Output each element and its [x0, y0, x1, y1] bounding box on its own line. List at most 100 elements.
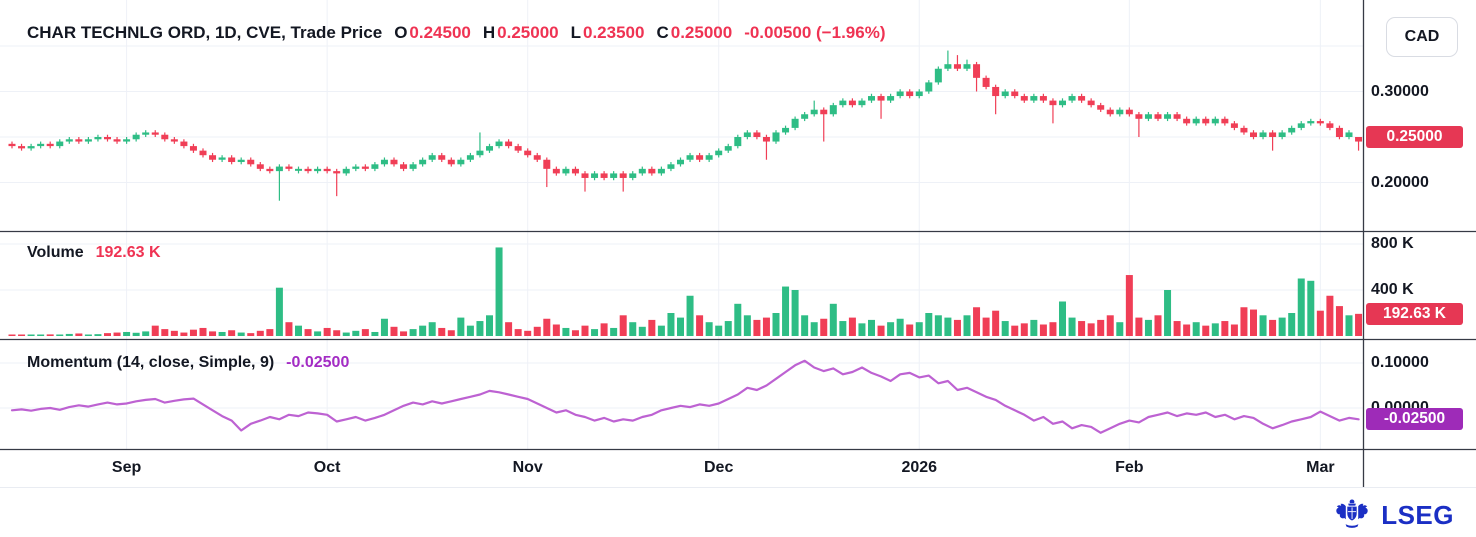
candle-body: [1240, 127, 1248, 133]
candle-body: [1116, 109, 1124, 115]
volume-bar: [1154, 315, 1162, 336]
candle-body: [113, 139, 121, 142]
candle-body: [1326, 123, 1334, 128]
volume-bar: [304, 329, 312, 336]
candle-body: [342, 168, 350, 174]
candle-body: [209, 155, 217, 160]
volume-bar: [104, 333, 111, 336]
volume-bar: [247, 333, 255, 336]
volume-bar: [447, 330, 455, 336]
candle-body: [610, 173, 618, 178]
panel-separators: [0, 0, 1476, 487]
volume-bar: [1049, 322, 1057, 336]
candle-body: [1144, 114, 1152, 119]
volume-bar: [1307, 280, 1315, 336]
volume-label[interactable]: Volume: [27, 244, 84, 261]
volume-bar: [75, 333, 83, 336]
candle-body: [820, 109, 828, 115]
candle-body: [734, 137, 742, 147]
candle-body: [543, 159, 551, 169]
volume-bar: [94, 334, 102, 336]
momentum-legend: Momentum (14, close, Simple, 9) -0.02500: [27, 354, 349, 372]
volume-bar: [18, 334, 26, 336]
candle-body: [75, 139, 83, 142]
candle-body: [648, 168, 656, 174]
candle-body: [390, 159, 398, 165]
candle-body: [715, 150, 723, 156]
candle-body: [1078, 96, 1086, 101]
candle-body: [858, 100, 866, 106]
volume-bar: [619, 315, 627, 336]
volume-bar: [180, 332, 188, 336]
candle-body: [228, 157, 236, 163]
symbol-title[interactable]: CHAR TECHNLG ORD, 1D, CVE, Trade Price: [27, 23, 383, 42]
candle-body: [56, 141, 64, 147]
volume-bar: [1030, 319, 1038, 336]
volume-bar: [1326, 295, 1334, 336]
volume-bar: [581, 325, 589, 336]
volume-bar: [571, 330, 579, 336]
volume-bar: [762, 317, 770, 336]
volume-bar: [342, 332, 350, 336]
volume-bar: [1164, 290, 1172, 336]
candle-body: [629, 173, 637, 178]
volume-bar: [705, 322, 713, 336]
volume-bar: [285, 322, 293, 336]
candle-body: [218, 157, 226, 160]
gridlines: [0, 0, 1363, 449]
candle-body: [963, 64, 971, 69]
volume-bar: [256, 330, 264, 336]
volume-bar: [753, 319, 761, 336]
volume-bar: [1297, 278, 1305, 336]
volume-bar: [352, 330, 360, 336]
candle-body: [84, 139, 92, 142]
candle-body: [304, 168, 312, 172]
candle-body: [1125, 109, 1133, 115]
candle-body: [791, 118, 799, 128]
volume-bar: [686, 295, 694, 336]
candle-body: [829, 105, 837, 115]
volume-bar: [715, 325, 723, 336]
candle-body: [466, 155, 474, 160]
candle-body: [1097, 105, 1105, 110]
candle-body: [753, 132, 761, 137]
price-tick-label: 0.20000: [1371, 173, 1429, 191]
volume-bar: [533, 326, 541, 336]
momentum-label[interactable]: Momentum (14, close, Simple, 9): [27, 354, 275, 371]
candle-body: [696, 155, 704, 160]
candle-body: [514, 146, 522, 151]
candle-body: [1106, 109, 1114, 115]
candle-body: [782, 127, 790, 133]
volume-bar: [1116, 322, 1124, 336]
candle-body: [180, 141, 188, 147]
volume-bar: [1240, 307, 1248, 336]
candle-body: [1335, 127, 1343, 137]
candle-body: [839, 100, 847, 106]
candle-body: [887, 96, 895, 101]
volume-bar: [1345, 315, 1353, 336]
volume-bar: [161, 329, 169, 336]
volume-bar: [189, 329, 197, 336]
currency-button[interactable]: CAD: [1386, 17, 1458, 57]
volume-bar: [113, 332, 121, 336]
candle-body: [743, 132, 751, 137]
candle-body: [247, 159, 255, 165]
volume-bar: [801, 315, 809, 336]
candle-body: [925, 82, 933, 92]
candle-body: [142, 132, 150, 135]
candle-body: [123, 139, 131, 142]
candle-body: [591, 173, 599, 178]
volume-bar: [142, 331, 150, 336]
candle-body: [486, 146, 493, 151]
candle-body: [323, 168, 331, 172]
momentum-tick-label: 0.10000: [1371, 354, 1429, 371]
volume-bar: [1087, 323, 1095, 336]
volume-bar: [1173, 321, 1181, 336]
candle-body: [562, 168, 570, 174]
candle-body: [638, 168, 646, 174]
volume-pane[interactable]: [0, 232, 1363, 339]
volume-bar: [925, 313, 933, 336]
open-readout: O 0.24500: [394, 23, 471, 42]
change-readout: -0.00500 (−1.96%): [744, 23, 886, 42]
